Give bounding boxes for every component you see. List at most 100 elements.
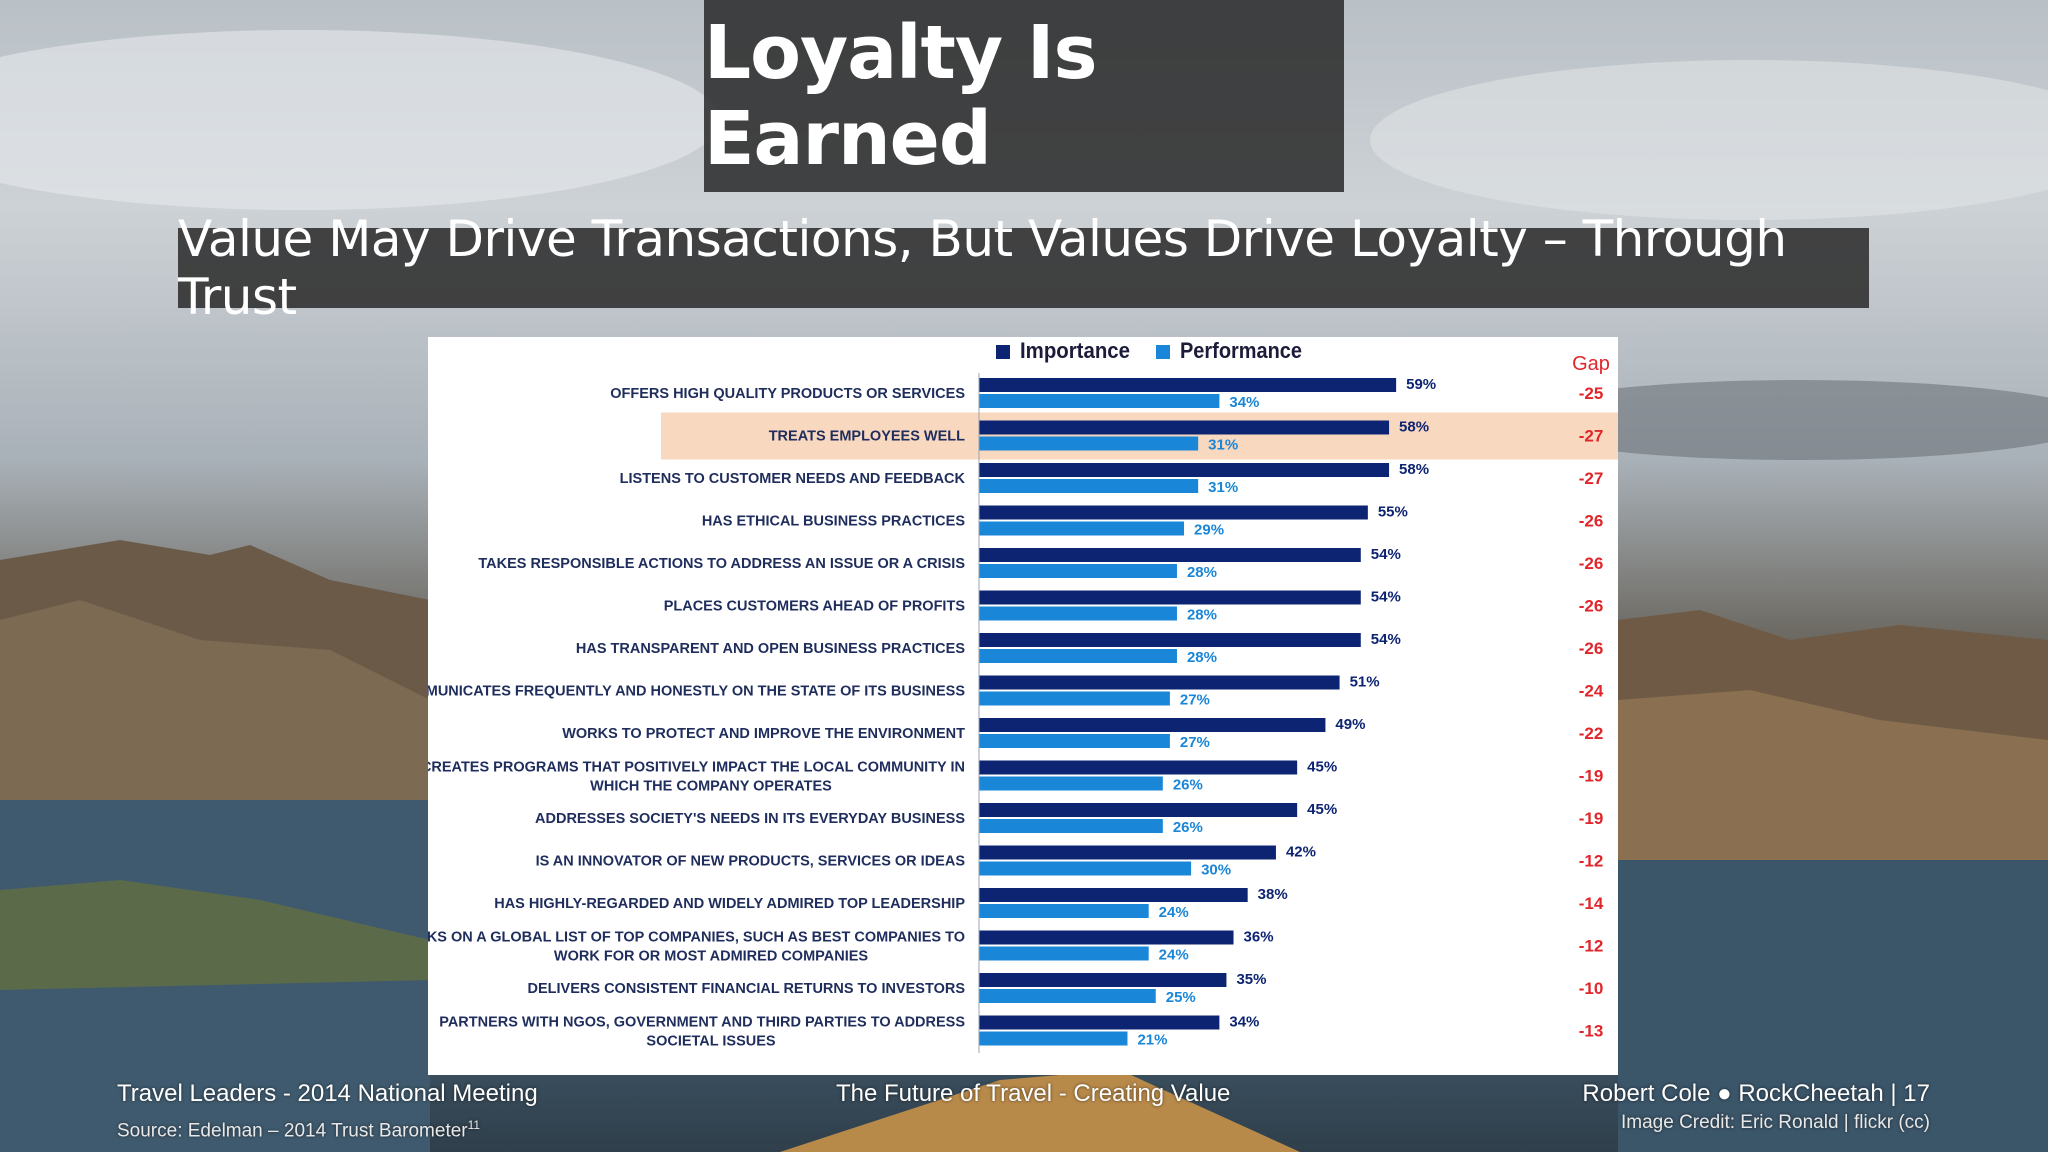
bar-performance: [979, 691, 1170, 706]
data-label-performance: 34%: [1229, 394, 1259, 411]
data-label-importance: 49%: [1335, 716, 1365, 733]
data-label-performance: 28%: [1187, 607, 1217, 624]
data-label-importance: 55%: [1378, 504, 1408, 521]
footer-source-superscript: 11: [467, 1118, 481, 1132]
bar-performance: [979, 989, 1156, 1003]
gap-value: -13: [1579, 1022, 1604, 1041]
data-label-performance: 28%: [1187, 649, 1217, 666]
gap-header: Gap: [1572, 353, 1610, 375]
data-label-performance: 24%: [1159, 904, 1189, 921]
bar-performance: [979, 564, 1177, 578]
data-label-importance: 36%: [1244, 929, 1274, 946]
data-label-importance: 35%: [1236, 971, 1266, 988]
data-label-importance: 51%: [1350, 674, 1380, 691]
bar-importance: [979, 378, 1397, 392]
category-label-line1: CREATES PROGRAMS THAT POSITIVELY IMPACT …: [428, 760, 965, 776]
slide-subtitle-box: Value May Drive Transactions, But Values…: [178, 210, 1869, 326]
data-label-performance: 26%: [1173, 777, 1203, 794]
gap-value: -26: [1579, 597, 1604, 616]
gap-value: -27: [1579, 469, 1604, 488]
category-label: HAS HIGHLY-REGARDED AND WIDELY ADMIRED T…: [494, 896, 965, 912]
data-label-performance: 24%: [1159, 947, 1189, 964]
data-label-importance: 34%: [1229, 1014, 1259, 1031]
category-label: WORKS TO PROTECT AND IMPROVE THE ENVIRON…: [562, 726, 965, 742]
data-label-importance: 45%: [1307, 759, 1337, 776]
data-label-performance: 21%: [1137, 1032, 1167, 1049]
footer-image-credit: Image Credit: Eric Ronald | flickr (cc): [1620, 1112, 1930, 1133]
category-label-line2: WORK FOR OR MOST ADMIRED COMPANIES: [554, 949, 868, 965]
bar-performance: [979, 606, 1177, 621]
bar-importance: [979, 463, 1390, 477]
gap-value: -12: [1579, 937, 1604, 956]
bar-importance: [979, 930, 1234, 945]
highlight-row: [661, 412, 1618, 460]
bar-importance: [979, 1015, 1220, 1030]
footer-event: Travel Leaders - 2014 National Meeting: [117, 1080, 538, 1107]
category-label: OFFERS HIGH QUALITY PRODUCTS OR SERVICES: [610, 386, 965, 402]
data-label-importance: 58%: [1399, 419, 1429, 436]
bar-importance: [979, 718, 1326, 732]
category-label-line2: WHICH THE COMPANY OPERATES: [590, 779, 832, 795]
bar-importance: [979, 420, 1390, 435]
bar-importance: [979, 760, 1298, 775]
bar-performance: [979, 1031, 1128, 1046]
gap-value: -22: [1579, 724, 1604, 743]
category-label-line1: RANKS ON A GLOBAL LIST OF TOP COMPANIES,…: [428, 930, 965, 946]
bar-performance: [979, 649, 1177, 663]
bar-importance: [979, 548, 1361, 562]
data-label-performance: 26%: [1173, 819, 1203, 836]
data-label-performance: 25%: [1166, 989, 1196, 1006]
category-label: TREATS EMPLOYEES WELL: [769, 429, 965, 445]
category-label: IS AN INNOVATOR OF NEW PRODUCTS, SERVICE…: [536, 854, 966, 870]
gap-value: -26: [1579, 512, 1604, 531]
category-label-line2: SOCIETAL ISSUES: [646, 1034, 776, 1050]
legend-swatch-importance: [996, 345, 1010, 359]
gap-value: -24: [1579, 682, 1604, 701]
gap-value: -12: [1579, 852, 1604, 871]
gap-value: -10: [1579, 979, 1604, 998]
bar-performance: [979, 479, 1199, 493]
gap-value: -14: [1579, 894, 1604, 913]
bar-importance: [979, 675, 1340, 690]
bar-performance: [979, 861, 1192, 876]
gap-value: -19: [1579, 809, 1604, 828]
gap-value: -25: [1579, 384, 1604, 403]
data-label-performance: 29%: [1194, 522, 1224, 539]
footer-source: Source: Edelman – 2014 Trust Barometer11: [117, 1118, 480, 1142]
data-label-performance: 31%: [1208, 479, 1238, 496]
category-label: COMMUNICATES FREQUENTLY AND HONESTLY ON …: [428, 684, 965, 700]
legend-label: Importance: [1020, 338, 1130, 363]
slide-subtitle: Value May Drive Transactions, But Values…: [178, 210, 1787, 326]
bar-importance: [979, 505, 1368, 520]
footer-source-text: Source: Edelman – 2014 Trust Barometer: [117, 1120, 468, 1142]
data-label-importance: 59%: [1406, 376, 1436, 393]
category-label: ADDRESSES SOCIETY'S NEEDS IN ITS EVERYDA…: [535, 811, 965, 827]
slide-title-box: Loyalty Is Earned: [704, 0, 1344, 192]
data-label-importance: 54%: [1371, 631, 1401, 648]
footer-topic: The Future of Travel - Creating Value: [836, 1080, 1231, 1107]
slide-title: Loyalty Is Earned: [704, 10, 1097, 182]
gap-value: -26: [1579, 639, 1604, 658]
category-label: HAS ETHICAL BUSINESS PRACTICES: [702, 514, 966, 530]
data-label-importance: 54%: [1371, 589, 1401, 606]
category-label-line1: PARTNERS WITH NGOS, GOVERNMENT AND THIRD…: [439, 1015, 965, 1031]
category-label: LISTENS TO CUSTOMER NEEDS AND FEEDBACK: [620, 471, 966, 487]
bar-performance: [979, 394, 1220, 408]
data-label-importance: 58%: [1399, 461, 1429, 478]
bar-performance: [979, 776, 1163, 791]
bar-performance: [979, 819, 1163, 833]
category-label: TAKES RESPONSIBLE ACTIONS TO ADDRESS AN …: [478, 556, 965, 572]
legend-swatch-performance: [1156, 345, 1170, 359]
category-label: DELIVERS CONSISTENT FINANCIAL RETURNS TO…: [528, 981, 966, 997]
bar-importance: [979, 633, 1361, 647]
bar-performance: [979, 904, 1149, 918]
data-label-performance: 28%: [1187, 564, 1217, 581]
gap-value: -26: [1579, 554, 1604, 573]
legend-label: Performance: [1180, 338, 1302, 363]
bar-importance: [979, 888, 1248, 902]
category-label: PLACES CUSTOMERS AHEAD OF PROFITS: [664, 599, 966, 615]
data-label-performance: 31%: [1208, 437, 1238, 454]
gap-value: -19: [1579, 767, 1604, 786]
bar-performance: [979, 946, 1149, 961]
